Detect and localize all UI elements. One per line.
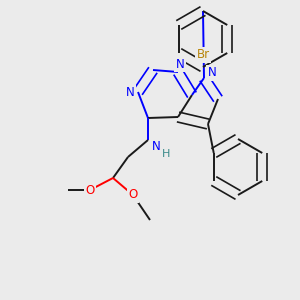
Text: O: O [128,188,138,202]
Text: O: O [85,184,94,196]
Text: Br: Br [196,49,210,62]
Text: N: N [176,58,184,70]
Text: N: N [152,140,160,152]
Text: H: H [162,149,170,159]
Text: N: N [208,67,216,80]
Text: N: N [126,85,134,98]
